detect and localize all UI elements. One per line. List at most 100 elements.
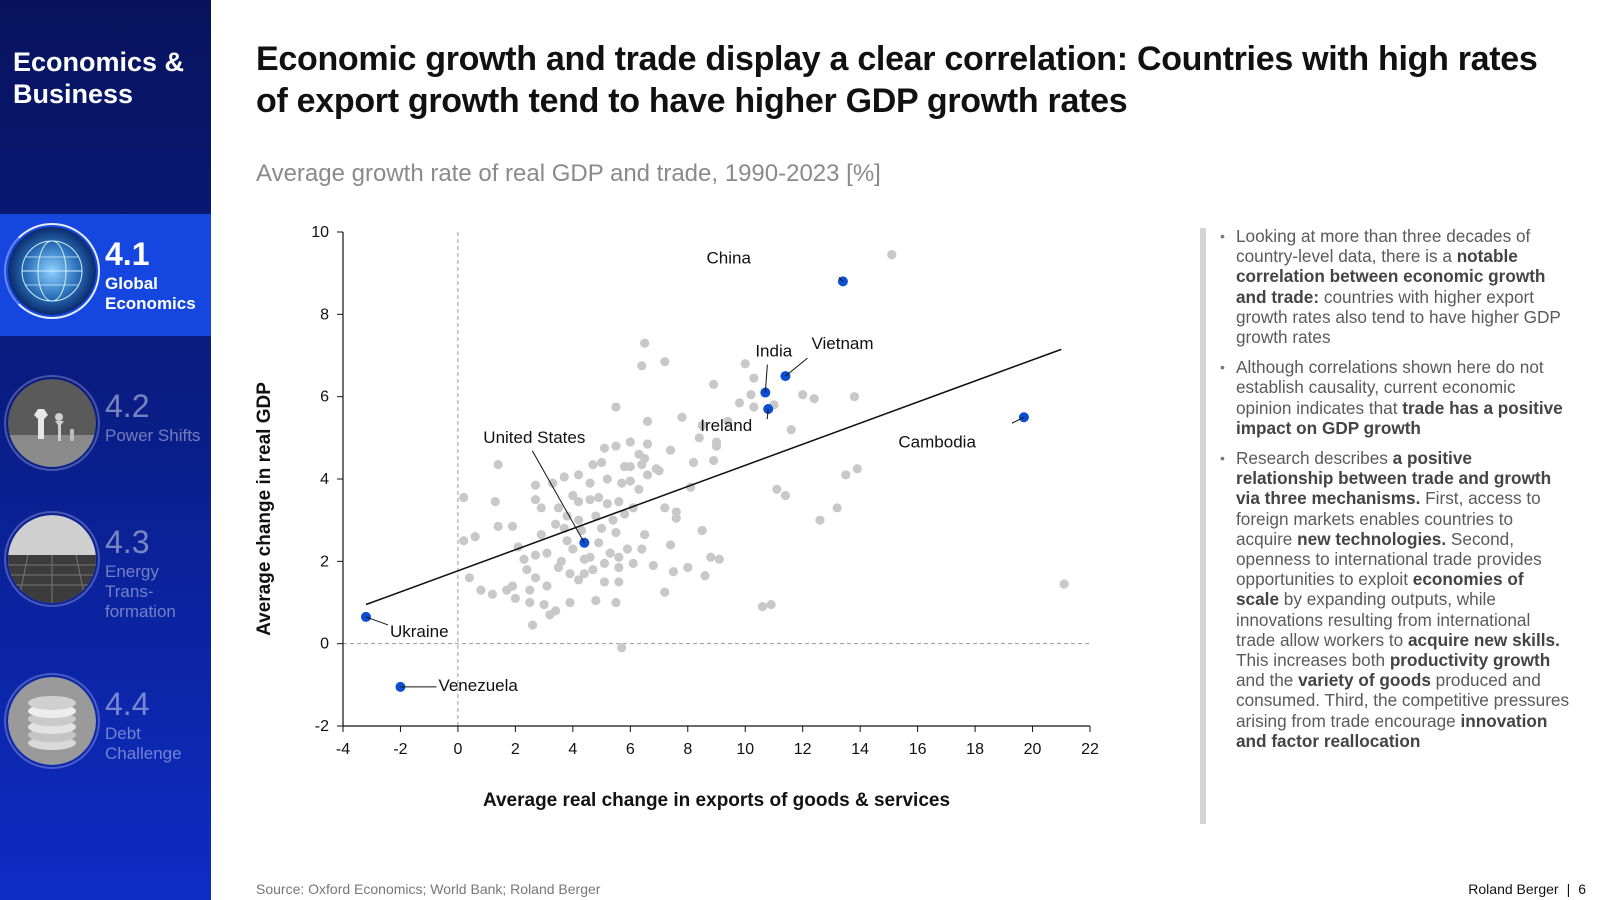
data-point <box>809 394 819 404</box>
data-point <box>542 548 552 558</box>
y-tick-label: 2 <box>320 553 329 570</box>
data-point <box>766 599 776 610</box>
y-tick-label: 0 <box>320 636 329 653</box>
data-point <box>668 567 679 577</box>
data-point <box>780 490 791 501</box>
data-point <box>640 338 650 348</box>
data-point <box>608 515 618 525</box>
data-point <box>493 459 503 470</box>
nav-label: Debt Challenge <box>105 724 182 763</box>
point-label: Ukraine <box>390 622 449 641</box>
data-point <box>786 425 796 435</box>
data-point <box>628 558 638 568</box>
data-point <box>611 402 621 412</box>
data-point <box>671 513 681 523</box>
data-point <box>614 552 624 562</box>
leader-line <box>365 616 389 626</box>
trend-line <box>365 348 1062 606</box>
data-point <box>711 441 722 451</box>
data-point <box>502 585 512 595</box>
nav-item-global-economics[interactable]: 4.1 Global Economics <box>0 214 211 336</box>
data-point <box>617 643 627 653</box>
data-point <box>683 562 693 573</box>
section-title: Economics & Business <box>13 47 185 109</box>
nav-item-energy-transformation[interactable]: 4.3 Energy Trans-formation <box>0 502 211 624</box>
x-tick-label: 12 <box>794 741 812 758</box>
data-point <box>464 573 475 583</box>
data-point <box>599 443 610 453</box>
footer-brand: Roland Berger | 6 <box>1468 881 1586 897</box>
data-point <box>619 509 630 519</box>
data-point <box>579 569 589 579</box>
coins-thumbnail-icon <box>8 677 96 765</box>
data-point <box>757 602 768 612</box>
source-note: Source: Oxford Economics; World Bank; Ro… <box>256 881 601 897</box>
highlight-point <box>579 537 590 548</box>
data-point <box>611 527 621 538</box>
point-label: United States <box>483 428 585 447</box>
data-point <box>585 478 595 488</box>
point-label: Ireland <box>700 416 752 435</box>
data-point <box>591 595 601 606</box>
leader-line <box>764 364 768 393</box>
x-tick-label: 4 <box>568 741 577 758</box>
data-point <box>585 494 595 505</box>
page-number: 6 <box>1578 881 1586 897</box>
globe-thumbnail-icon <box>8 227 96 315</box>
data-point <box>634 484 644 494</box>
leader-line <box>838 277 844 282</box>
nav-item-power-shifts[interactable]: 4.2 Power Shifts <box>0 366 211 488</box>
notes-list: Looking at more than three decades of co… <box>1220 226 1570 761</box>
data-point <box>459 492 469 503</box>
x-tick-label: 6 <box>626 741 635 758</box>
chart-subtitle: Average growth rate of real GDP and trad… <box>256 160 881 187</box>
data-point <box>510 593 520 603</box>
nav-ring <box>4 673 100 769</box>
data-point <box>605 548 615 558</box>
nav-number: 4.1 <box>105 236 150 272</box>
y-axis-title: Average change in real GDP <box>254 382 275 636</box>
data-point <box>887 250 897 260</box>
x-tick-label: 22 <box>1081 741 1099 758</box>
data-point <box>470 532 480 542</box>
data-point <box>749 373 759 383</box>
data-point <box>528 620 538 630</box>
data-point <box>562 536 572 546</box>
data-point <box>625 476 635 486</box>
data-point <box>599 577 610 587</box>
x-tick-label: 8 <box>683 741 692 758</box>
data-point <box>841 470 851 480</box>
leader-line <box>766 408 769 420</box>
data-point <box>536 503 546 513</box>
data-point <box>530 573 541 583</box>
data-point <box>625 437 635 447</box>
x-tick-label: 10 <box>736 741 754 758</box>
x-tick-label: -4 <box>336 741 350 758</box>
sidebar: Economics & Business 4.1 Global Economic… <box>0 0 211 900</box>
data-point <box>746 390 756 400</box>
data-point <box>602 474 612 484</box>
leader-line <box>531 450 585 544</box>
y-tick-label: 4 <box>320 471 329 488</box>
y-tick-label: 10 <box>311 224 329 241</box>
data-point <box>591 511 601 521</box>
note-item: Research describes a positive relationsh… <box>1220 448 1570 751</box>
data-point <box>665 540 676 550</box>
data-point <box>588 564 598 575</box>
data-point <box>697 525 707 536</box>
data-point <box>545 610 555 620</box>
data-point <box>614 562 624 573</box>
notes-divider <box>1200 228 1206 824</box>
data-point <box>852 464 862 474</box>
page-title: Economic growth and trade display a clea… <box>256 40 1538 120</box>
data-point <box>565 569 575 579</box>
data-point <box>617 478 627 488</box>
data-point <box>596 457 607 468</box>
data-point <box>599 558 610 568</box>
data-point <box>642 439 653 449</box>
y-tick-label: 8 <box>320 306 329 323</box>
data-point <box>596 523 607 533</box>
data-point <box>602 499 612 509</box>
x-tick-label: 0 <box>453 741 462 758</box>
nav-item-debt-challenge[interactable]: 4.4 Debt Challenge <box>0 664 211 786</box>
